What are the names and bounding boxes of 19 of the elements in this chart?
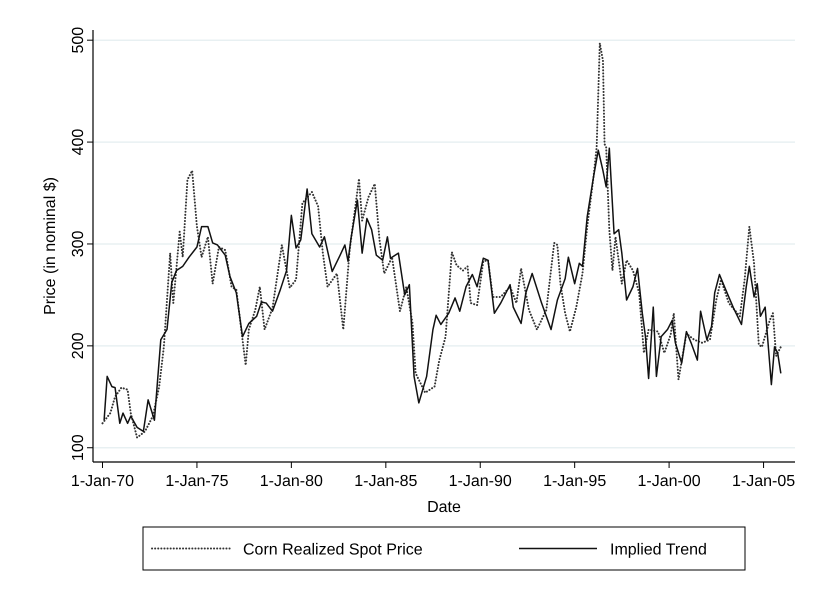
x-tick-label: 1-Jan-00: [638, 473, 701, 490]
x-axis-title: Date: [427, 499, 461, 516]
line-series: [103, 147, 782, 432]
y-axis-title: Price (in nominal $): [42, 177, 59, 315]
y-tick-label: 200: [70, 332, 87, 360]
x-tick-label: 1-Jan-70: [70, 473, 134, 490]
y-tick-label: 100: [70, 434, 87, 462]
legend-label: Implied Trend: [610, 542, 707, 558]
x-tick-label: 1-Jan-85: [354, 473, 418, 490]
y-tick-label: 400: [70, 128, 87, 156]
line-series: [102, 42, 782, 439]
legend-label: Corn Realized Spot Price: [243, 542, 423, 558]
x-tick-label: 1-Jan-75: [165, 473, 229, 490]
y-tick-label: 500: [70, 26, 87, 54]
x-tick-label: 1-Jan-90: [448, 473, 512, 490]
y-tick-label: 300: [70, 230, 87, 258]
x-tick-label: 1-Jan-80: [260, 473, 324, 490]
x-tick-label: 1-Jan-05: [732, 473, 796, 490]
x-tick-label: 1-Jan-95: [543, 473, 606, 490]
